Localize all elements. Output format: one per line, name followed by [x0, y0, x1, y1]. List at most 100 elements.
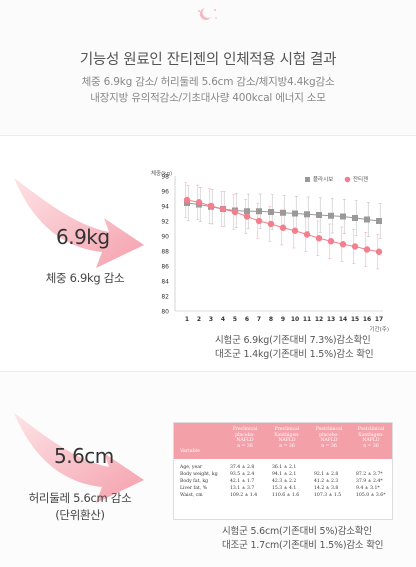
table-column-header-line: Postclinical [357, 427, 385, 432]
x-tick-label: 17 [375, 316, 383, 323]
waist-loss-unit-note: (단위환산) [55, 508, 105, 522]
table-row: Age, year 37.4 ± 2.8 36.1 ± 2.1 [174, 465, 392, 472]
section-divider [0, 135, 416, 136]
weight-loss-label: 체중 6.9kg 감소 [45, 271, 125, 285]
table-cell: 94.1 ± 2.1 [272, 472, 297, 477]
x-tick-label: 3 [209, 316, 213, 323]
table-column-header-line: NAFLD [236, 438, 254, 444]
table-cell: 37.9 ± 2.4* [356, 479, 383, 484]
y-tick-label: 94 [161, 204, 169, 211]
x-tick-label: 12 [315, 316, 323, 323]
waist-loss-label: 허리둘레 5.6cm 감소 [28, 491, 132, 505]
data-point-placebo [304, 211, 310, 218]
summary-line-1: 체중 6.9kg 감소/ 허리둘레 5.6cm 감소/체지방4.4kg감소 [81, 76, 335, 88]
table-column-header-line: n = 36 [363, 443, 379, 449]
y-tick-label: 92 [161, 219, 169, 226]
x-tick-label: 7 [257, 316, 261, 323]
data-point-xanthigen [243, 213, 251, 220]
table-row-label: Age, year [180, 465, 203, 470]
waist-loss-value: 5.6cm [54, 444, 114, 468]
y-tick-label: 84 [161, 279, 169, 286]
x-tick-label: 8 [269, 316, 273, 323]
table-column-header-line: NAFLD [278, 438, 296, 444]
data-point-xanthigen [195, 199, 203, 206]
moon-stars-icon [198, 8, 217, 20]
x-tick-label: 13 [327, 316, 335, 323]
x-tick-label: 4 [221, 316, 225, 323]
data-point-placebo [364, 216, 370, 223]
data-point-placebo [316, 212, 322, 218]
pink-arrow-icon [14, 178, 144, 268]
table-column-header-line: Preclinical [274, 427, 300, 432]
x-tick-label: 14 [339, 316, 347, 323]
data-point-xanthigen [375, 248, 383, 255]
table-cell: 37.4 ± 2.8 [230, 465, 255, 470]
table-cell: 36.1 ± 2.1 [272, 465, 297, 470]
y-tick-label: 86 [161, 264, 169, 271]
table-column-header: Postclinical Xanthigen- NAFLD n = 36 [352, 427, 390, 449]
data-point-placebo [352, 215, 358, 221]
y-axis-label: 체중(kg) [151, 169, 172, 177]
table-cell: 9.4 ± 3.1* [356, 486, 380, 491]
data-point-xanthigen [183, 196, 191, 204]
clinical-results-table: Variable Preclinical placebo- NAFLD n = 36 P… [173, 422, 393, 520]
table-column-header-line: Xanthigen- [358, 432, 384, 438]
data-point-xanthigen [219, 205, 227, 213]
legend-label: 플라시보 [313, 175, 333, 183]
data-point-placebo [280, 209, 286, 216]
table-cell: 92.1 ± 2.8 [314, 472, 339, 477]
chart-note-control: 대조군 1.4kg(기존대비 1.5%)감소 확인 [215, 349, 374, 360]
x-tick-label: 9 [281, 316, 285, 323]
table-cell: 105.0 ± 3.6* [356, 493, 386, 498]
y-tick-label: 96 [161, 189, 169, 196]
legend-label: 잔티젠 [353, 175, 368, 183]
legend-marker-xanthigen [344, 176, 351, 183]
table-column-header-line: Preclinical [232, 427, 258, 432]
table-row-label: Body weight, kg [180, 472, 218, 477]
table-cell: 42.1 ± 1.7 [230, 479, 255, 484]
table-column-header-line: NAFLD [320, 438, 338, 444]
y-tick-label: 88 [161, 249, 169, 256]
x-axis-label: 기간(주) [370, 325, 389, 333]
y-tick-label: 82 [161, 294, 169, 301]
data-point-xanthigen [291, 227, 299, 234]
table-cell: 87.2 ± 3.7* [356, 472, 383, 477]
y-tick-label: 98 [161, 174, 169, 181]
data-point-xanthigen [351, 243, 359, 250]
data-point-xanthigen [303, 231, 311, 238]
data-point-xanthigen [339, 241, 347, 248]
table-column-header-line: n = 36 [237, 443, 253, 449]
x-tick-label: 16 [363, 316, 371, 323]
table-cell: 109.2 ± 1.4 [230, 493, 258, 498]
chart-note-test: 시험군 6.9kg(기존대비 7.3%)감소확인 [215, 335, 371, 346]
y-tick-label: 90 [161, 234, 169, 241]
pink-arrow-icon [14, 413, 144, 503]
header-band: 기능성 원료인 잔티젠의 인체적용 시험 결과 체중 6.9kg 감소/ 허리둘… [0, 0, 416, 135]
table-header-variable: Variable [180, 449, 201, 454]
table-cell: 93.5 ± 2.4 [230, 472, 255, 477]
x-tick-label: 6 [245, 316, 249, 323]
data-point-placebo [256, 208, 262, 215]
summary-line-2: 내장지방 유의적감소/기초대사량 400kcal 에너지 소모 [90, 92, 326, 104]
data-point-placebo [376, 218, 382, 224]
table-column-header-line: placebo- [319, 432, 339, 438]
table-cell: 107.3 ± 1.5 [314, 493, 342, 498]
table-row: Waist, cm 109.2 ± 1.4 110.6 ± 1.6 107.3 ± 1… [174, 493, 392, 500]
data-point-xanthigen [267, 220, 275, 228]
table-row: Liver fat, % 13.1 ± 3.7 15.3 ± 4.1 14.2 ± 3… [174, 486, 392, 493]
data-point-placebo [340, 213, 346, 220]
weight-loss-value: 6.9kg [56, 225, 110, 249]
table-row-label: Waist, cm [180, 493, 203, 498]
x-tick-label: 5 [233, 316, 237, 323]
table-column-header-line: Xanthigen- [274, 432, 300, 438]
table-cell: 15.3 ± 4.1 [272, 486, 297, 491]
x-tick-label: 1 [185, 316, 189, 323]
table-cell: 14.2 ± 3.8 [314, 486, 339, 491]
table-cell: 41.2 ± 2.3 [314, 479, 339, 484]
table-header: Variable Preclinical placebo- NAFLD n = 36 P… [174, 423, 392, 459]
table-column-header-line: n = 36 [279, 443, 295, 449]
data-point-placebo [268, 209, 274, 215]
section-divider [0, 371, 416, 372]
data-point-xanthigen [255, 217, 263, 225]
